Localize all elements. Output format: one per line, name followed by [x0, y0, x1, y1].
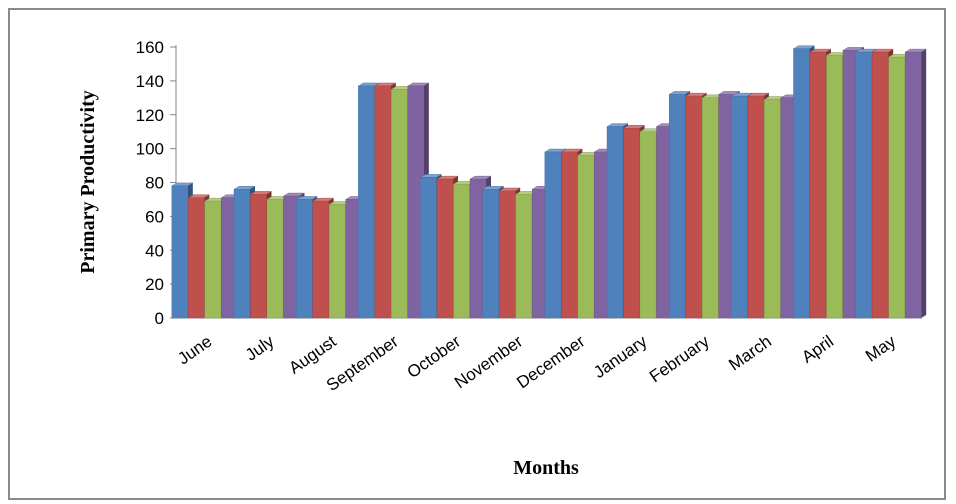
- y-tick-label: 60: [145, 207, 164, 226]
- bar-front-face: [639, 131, 657, 319]
- bar-front-face: [577, 155, 595, 319]
- bar-front-face: [871, 51, 889, 319]
- bar-front-face: [685, 95, 702, 319]
- bar-front-face: [668, 94, 686, 319]
- bar: [904, 48, 927, 319]
- bar-front-face: [420, 177, 437, 319]
- bar-front-face: [809, 51, 827, 319]
- bar-front-face: [188, 197, 205, 319]
- bar-front-face: [453, 183, 470, 319]
- y-tick-label: 0: [155, 309, 164, 328]
- bar-front-face: [312, 200, 329, 319]
- bar-front-face: [436, 178, 454, 319]
- y-tick-label: 120: [136, 106, 164, 125]
- bar-front-face: [731, 95, 748, 319]
- x-axis-title: Months: [513, 457, 579, 479]
- bar-front-face: [515, 194, 532, 319]
- bar-front-face: [250, 194, 267, 319]
- x-tick-label: December: [513, 332, 588, 393]
- y-tick-label: 80: [145, 174, 164, 193]
- bar-front-face: [544, 151, 562, 319]
- bar-front-face: [793, 48, 810, 319]
- bar-front-face: [623, 128, 640, 319]
- bar-front-face: [855, 51, 872, 319]
- x-tick-label: November: [451, 332, 526, 393]
- bar-front-face: [482, 189, 499, 319]
- bar-front-face: [295, 199, 313, 319]
- x-tick-label: January: [590, 331, 651, 382]
- y-tick-label: 100: [136, 140, 164, 159]
- bar-front-face: [888, 56, 905, 319]
- bar-front-face: [374, 85, 392, 319]
- bar-front-face: [171, 185, 189, 319]
- bar-front-face: [204, 200, 222, 319]
- bar-front-face: [764, 99, 781, 319]
- y-axis: 0 20 40 60 80 100 120 140 160: [136, 38, 922, 328]
- bar-front-face: [701, 97, 719, 319]
- bar-front-face: [747, 95, 765, 319]
- y-tick-label: 160: [136, 38, 164, 57]
- x-tick-label: February: [646, 331, 713, 386]
- y-tick-label: 40: [145, 241, 164, 260]
- bar-front-face: [561, 151, 578, 319]
- chart-frame: 0 20 40 60 80 100 120 140 160 June July August Sept…: [8, 8, 946, 500]
- bar-front-face: [266, 199, 284, 319]
- bar-front-face: [826, 55, 843, 319]
- x-tick-label: June: [174, 332, 215, 369]
- x-tick-label: July: [242, 331, 278, 364]
- bar-front-face: [904, 51, 922, 319]
- x-tick-label: May: [862, 331, 900, 365]
- bar-front-face: [328, 204, 346, 319]
- bar-front-face: [391, 89, 408, 319]
- bar-side-face: [921, 49, 927, 319]
- y-tick-label: 140: [136, 72, 164, 91]
- bar-front-face: [606, 126, 624, 319]
- y-axis-title: Primary Productivity: [77, 90, 99, 273]
- bar-front-face: [233, 189, 251, 319]
- x-tick-label: March: [725, 332, 775, 375]
- bar-front-face: [498, 190, 516, 319]
- x-tick-label: August: [285, 332, 339, 378]
- x-tick-label: April: [798, 332, 837, 367]
- bars-group: [171, 45, 927, 319]
- y-tick-label: 20: [145, 275, 164, 294]
- bar-front-face: [358, 85, 375, 319]
